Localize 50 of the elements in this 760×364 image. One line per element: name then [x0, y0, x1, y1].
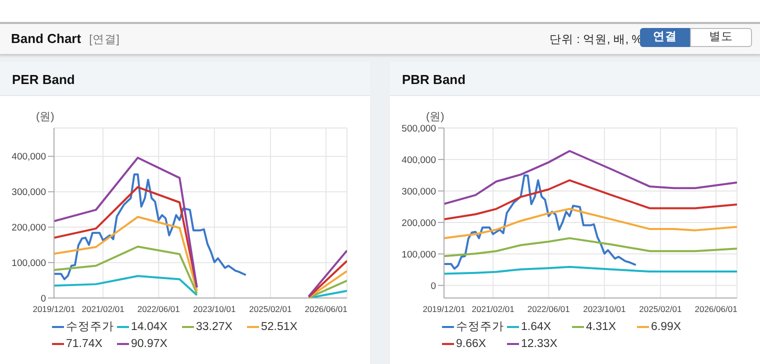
y-tick-label: 0 [430, 280, 436, 292]
text: [연결] [89, 33, 120, 47]
legend-label: 9.66X [456, 338, 486, 350]
line-series [444, 150, 737, 205]
x-tick-label: 2019/12/01 [422, 304, 466, 314]
text: 연결 [653, 31, 677, 43]
x-tick-label: 2019/12/01 [32, 304, 76, 314]
y-tick-label: 300,000 [402, 186, 436, 198]
chart-title: PER Band [12, 72, 75, 87]
legend-label: 52.51X [261, 320, 298, 332]
text: 별도 [690, 28, 752, 47]
y-tick-label: 400,000 [12, 152, 46, 163]
x-tick-label: 2021/02/01 [82, 304, 125, 314]
x-tick-label: 2021/02/01 [472, 304, 515, 314]
legend-label: 33.27X [196, 320, 232, 332]
line-series [444, 174, 637, 270]
legend-label: 12.33X [521, 338, 558, 350]
legend-label: 90.97X [131, 338, 168, 350]
x-tick-label: 2025/02/01 [639, 304, 682, 314]
x-tick-label: 2023/10/01 [583, 304, 626, 314]
legend-label: 수정주가 [456, 320, 504, 334]
x-tick-label: 2026/06/01 [304, 304, 348, 314]
legend-label: 1.64X [521, 320, 552, 332]
y-tick-label: 500,000 [402, 123, 436, 134]
x-tick-label: 2022/06/01 [137, 304, 180, 314]
y-tick-label: 100,000 [402, 249, 436, 260]
y-tick-label: 100,000 [12, 258, 46, 269]
y-tick-label: 300,000 [12, 187, 46, 198]
line-series [54, 173, 247, 280]
y-tick-label: 400,000 [402, 154, 436, 166]
line-series [444, 266, 737, 275]
y-axis-title: (원) [36, 110, 54, 124]
y-tick-label: 200,000 [402, 218, 436, 229]
legend-label: 14.04X [131, 320, 168, 332]
y-tick-label: 200,000 [12, 222, 46, 234]
line-series [444, 208, 737, 240]
y-axis-title: (원) [426, 110, 444, 124]
legend-label: 수정주가 [66, 320, 114, 334]
x-tick-label: 2025/02/01 [249, 304, 292, 314]
x-tick-label: 2026/06/01 [694, 304, 738, 314]
y-tick-label: 0 [40, 293, 46, 304]
x-tick-label: 2022/06/01 [527, 304, 570, 314]
legend-label: 71.74X [66, 338, 102, 350]
legend-label: 4.31X [586, 320, 616, 332]
line-series [444, 179, 737, 220]
text: Band Chart [11, 31, 82, 46]
line-series [444, 237, 737, 258]
legend-label: 6.99X [651, 320, 682, 332]
x-tick-label: 2023/10/01 [193, 304, 236, 314]
chart-title: PBR Band [402, 72, 466, 87]
